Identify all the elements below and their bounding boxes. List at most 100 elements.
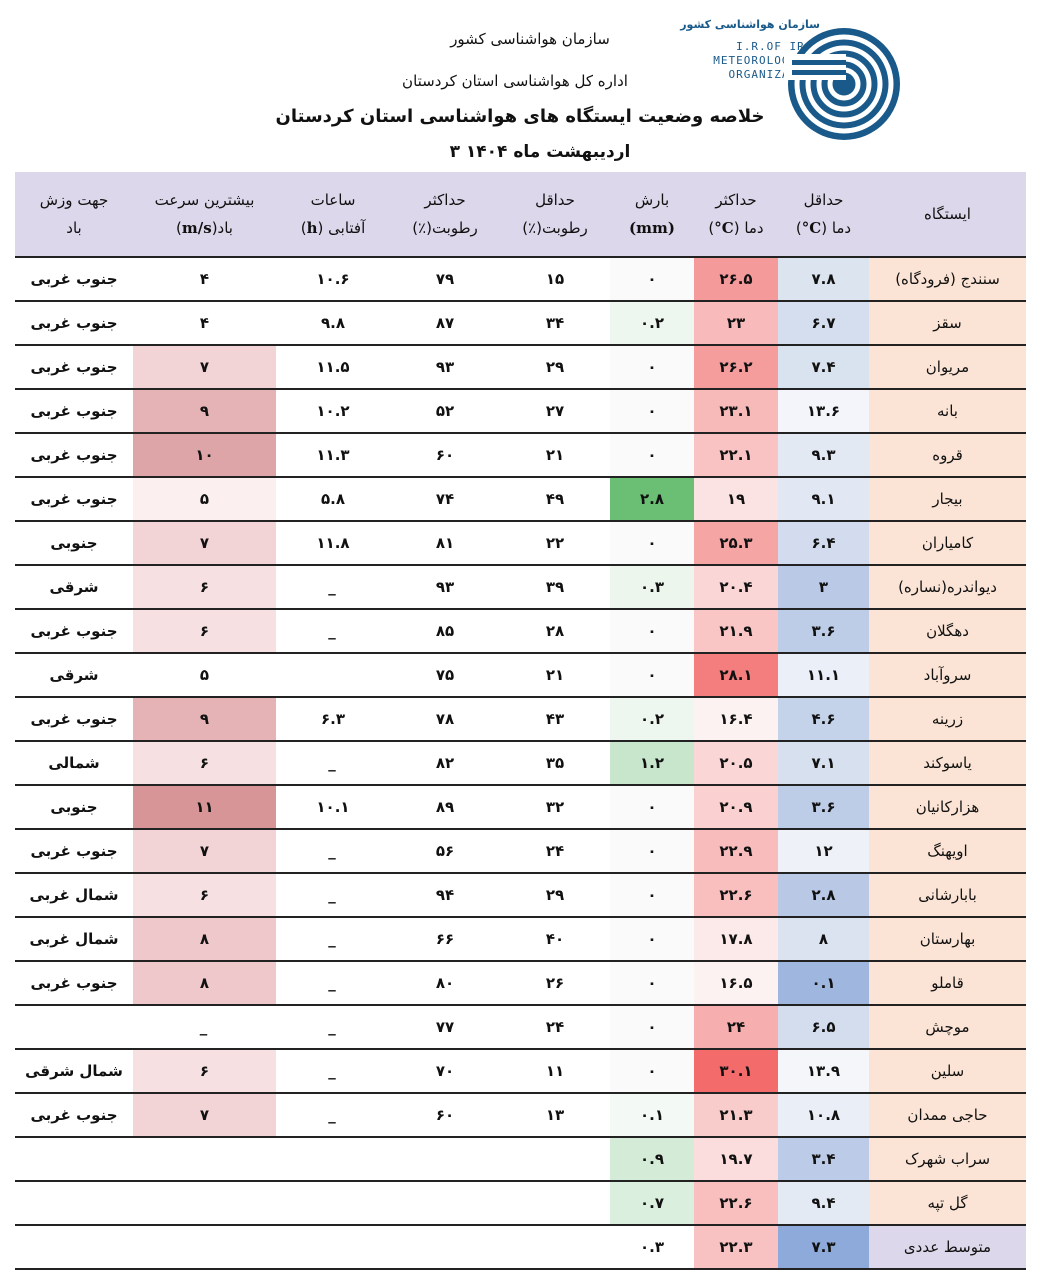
- cell-wind: ۴: [133, 301, 276, 346]
- column-header-hmax: حداکثر رطوبت(٪): [390, 172, 500, 257]
- cell-tmin: ۱۳.۹: [778, 1049, 869, 1094]
- organization-logo: سازمان هواشناسی کشور I.R.OF IRAN METEORO…: [680, 14, 910, 144]
- cell-hmin: ۲۹: [500, 873, 610, 918]
- cell-dir: جنوب غربی: [15, 697, 133, 742]
- cell-dir: جنوب غربی: [15, 609, 133, 654]
- cell-dir: جنوب غربی: [15, 389, 133, 434]
- cell-precip: ۰: [610, 917, 694, 962]
- column-header-wind-unit: m/s: [181, 219, 212, 237]
- cell-station: گل تپه: [869, 1181, 1026, 1226]
- cell-hmax: ۸۰: [390, 961, 500, 1006]
- cell-dir: [15, 1137, 133, 1182]
- cell-tmax: ۲۸.۱: [694, 653, 778, 698]
- cell-station: هزارکانیان: [869, 785, 1026, 830]
- cell-dir: جنوب غربی: [15, 477, 133, 522]
- cell-hmax: ۸۲: [390, 741, 500, 786]
- table-row: دهگلان ۳.۶ ۲۱.۹ ۰ ۲۸ ۸۵ _ ۶ جنوب غربی: [15, 609, 1026, 654]
- cell-hmax: ۸۱: [390, 521, 500, 566]
- report-title: خلاصه وضعیت ایستگاه های هواشناسی استان ک…: [275, 106, 765, 127]
- cell-tmin: ۳: [778, 565, 869, 610]
- column-header-precip: بارش (mm): [610, 172, 694, 257]
- cell-hmin: [500, 1181, 610, 1226]
- cell-tmin: ۹.۴: [778, 1181, 869, 1226]
- cell-dir: شمالی: [15, 741, 133, 786]
- cell-tmin: ۳.۶: [778, 609, 869, 654]
- logo-line-1: I.R.OF IRAN: [736, 40, 820, 53]
- cell-sun: _: [276, 1005, 390, 1050]
- column-header-station: ایستگاه: [869, 172, 1026, 257]
- table-row: گل تپه ۹.۴ ۲۲.۶ ۰.۷: [15, 1181, 1026, 1226]
- cell-tmin: ۸: [778, 917, 869, 962]
- cell-tmin: ۶.۷: [778, 301, 869, 346]
- cell-hmin: ۳۵: [500, 741, 610, 786]
- column-header-tmin-tail: ): [795, 219, 802, 237]
- cell-station: سروآباد: [869, 653, 1026, 698]
- cell-tmax: ۲۱.۳: [694, 1093, 778, 1138]
- column-header-hmax-label: رطوبت(٪): [412, 219, 478, 237]
- cell-tmin: ۳.۶: [778, 785, 869, 830]
- column-header-wind-line2: باد(m/s): [133, 214, 276, 243]
- cell-hmin: [500, 1225, 610, 1270]
- cell-tmax: ۲۱.۹: [694, 609, 778, 654]
- cell-precip: ۰: [610, 829, 694, 874]
- cell-precip: ۰.۹: [610, 1137, 694, 1182]
- cell-dir: شمال شرقی: [15, 1049, 133, 1094]
- cell-precip: ۰: [610, 521, 694, 566]
- cell-station: زرینه: [869, 697, 1026, 742]
- cell-hmax: ۸۵: [390, 609, 500, 654]
- department-name: اداره کل هواشناسی استان کردستان: [402, 72, 628, 90]
- cell-station: بابارشانی: [869, 873, 1026, 918]
- header-row: ایستگاه حداقل دما (°C) حداکثر دما (°C) بارش (m…: [15, 172, 1026, 257]
- cell-precip: ۰: [610, 609, 694, 654]
- cell-wind: ۱۱: [133, 785, 276, 830]
- table-row: کامیاران ۶.۴ ۲۵.۳ ۰ ۲۲ ۸۱ ۱۱.۸ ۷ جنوبی: [15, 521, 1026, 566]
- cell-station: دهگلان: [869, 609, 1026, 654]
- cell-precip: ۰: [610, 345, 694, 390]
- cell-sun: [276, 1225, 390, 1270]
- cell-tmax: ۲۰.۹: [694, 785, 778, 830]
- cell-sun: _: [276, 961, 390, 1006]
- table-row: اویهنگ ۱۲ ۲۲.۹ ۰ ۲۴ ۵۶ _ ۷ جنوب غربی: [15, 829, 1026, 874]
- spiral-logo-icon: [784, 28, 900, 140]
- cell-tmax: ۲۵.۳: [694, 521, 778, 566]
- table-row: سراب شهرک ۳.۴ ۱۹.۷ ۰.۹: [15, 1137, 1026, 1182]
- cell-station: موچش: [869, 1005, 1026, 1050]
- cell-tmin: ۷.۸: [778, 256, 869, 302]
- cell-dir: جنوب غربی: [15, 829, 133, 874]
- cell-precip: ۰.۳: [610, 1225, 694, 1270]
- cell-tmax: ۲۳: [694, 301, 778, 346]
- report-header: سازمان هواشناسی کشور اداره کل هواشناسی ا…: [0, 0, 1041, 172]
- column-header-tmax-line2: دما (°C): [694, 214, 778, 243]
- cell-wind: ۸: [133, 917, 276, 962]
- stations-table: ایستگاه حداقل دما (°C) حداکثر دما (°C) بارش (m…: [15, 172, 1026, 1270]
- column-header-tmin-line2: دما (°C): [778, 214, 869, 243]
- table-row: بانه ۱۳.۶ ۲۳.۱ ۰ ۲۷ ۵۲ ۱۰.۲ ۹ جنوب غربی: [15, 389, 1026, 434]
- column-header-dir: جهت وزش باد: [15, 172, 133, 257]
- column-header-station-line1: ایستگاه: [924, 204, 971, 223]
- cell-hmax: ۷۰: [390, 1049, 500, 1094]
- cell-dir: جنوب غربی: [15, 433, 133, 478]
- cell-precip: ۰: [610, 389, 694, 434]
- table-row: مریوان ۷.۴ ۲۶.۲ ۰ ۲۹ ۹۳ ۱۱.۵ ۷ جنوب غربی: [15, 345, 1026, 390]
- cell-tmin: ۱۱.۱: [778, 653, 869, 698]
- cell-tmin: ۷.۱: [778, 741, 869, 786]
- cell-station: دیواندره(نساره): [869, 565, 1026, 610]
- cell-hmax: ۷۸: [390, 697, 500, 742]
- column-header-sun-label: آفتابی (: [317, 219, 366, 237]
- cell-tmax: ۱۷.۸: [694, 917, 778, 962]
- cell-wind: [133, 1137, 276, 1182]
- cell-wind: ۷: [133, 521, 276, 566]
- cell-dir: جنوب غربی: [15, 961, 133, 1006]
- cell-hmin: ۲۱: [500, 433, 610, 478]
- cell-wind: ۶: [133, 873, 276, 918]
- cell-tmax: ۲۲.۳: [694, 1225, 778, 1270]
- table-row: بابارشانی ۲.۸ ۲۲.۶ ۰ ۲۹ ۹۴ _ ۶ شمال غربی: [15, 873, 1026, 918]
- cell-wind: ۹: [133, 697, 276, 742]
- column-header-tmax-label: دما (: [733, 219, 764, 237]
- cell-station: یاسوکند: [869, 741, 1026, 786]
- column-header-tmin: حداقل دما (°C): [778, 172, 869, 257]
- cell-wind: ۶: [133, 741, 276, 786]
- column-header-tmin-unit: °C: [801, 219, 822, 237]
- cell-station: بهارستان: [869, 917, 1026, 962]
- cell-wind: ۷: [133, 829, 276, 874]
